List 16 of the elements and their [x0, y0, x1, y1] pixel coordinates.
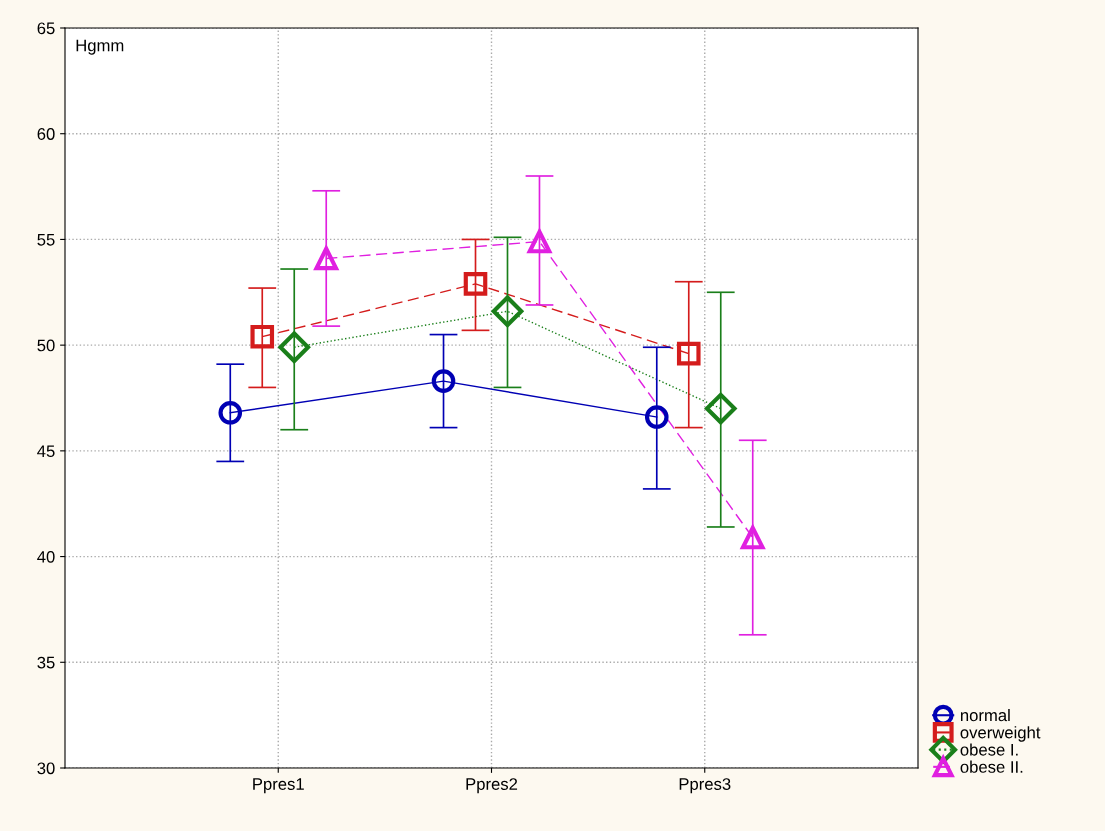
x-tick-label: Ppres2: [466, 778, 518, 794]
y-tick-label: 35: [37, 656, 55, 669]
y-tick-label: 30: [37, 762, 55, 775]
y-tick-label: 45: [37, 445, 55, 458]
legend-label: obese I.: [960, 743, 1018, 756]
legend-label: normal: [960, 708, 1010, 722]
x-tick-label: Ppres3: [679, 778, 731, 794]
y-tick-label: 65: [37, 22, 55, 35]
y-axis-title: Hgmm: [76, 39, 124, 55]
y-tick-label: 50: [37, 339, 55, 352]
y-tick-label: 60: [37, 128, 55, 140]
legend-label: obese II.: [960, 760, 1023, 773]
y-tick-label: 55: [37, 234, 55, 246]
y-tick-label: 40: [37, 550, 55, 563]
legend-label: overweight: [960, 726, 1041, 742]
x-tick-label: Ppres1: [253, 778, 304, 794]
